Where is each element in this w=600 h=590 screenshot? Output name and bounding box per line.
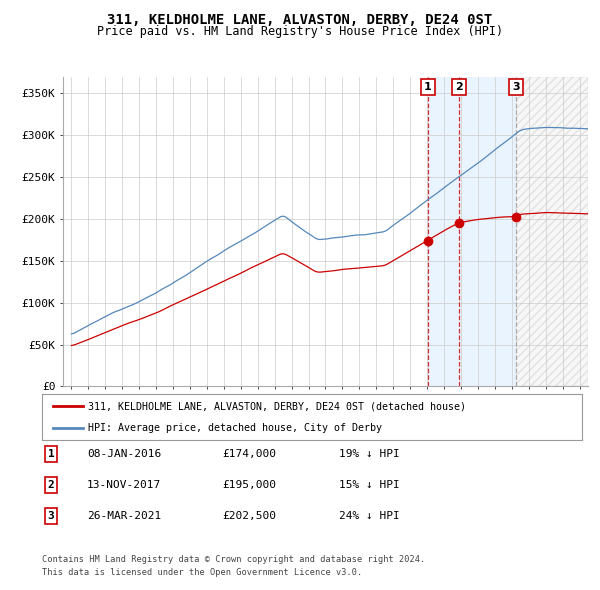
Text: £174,000: £174,000 [222,450,276,459]
Text: Price paid vs. HM Land Registry's House Price Index (HPI): Price paid vs. HM Land Registry's House … [97,25,503,38]
Text: 19% ↓ HPI: 19% ↓ HPI [339,450,400,459]
Text: 1: 1 [47,450,55,459]
Text: 1: 1 [424,82,431,92]
Text: 08-JAN-2016: 08-JAN-2016 [87,450,161,459]
Bar [428,77,459,386]
Bar [459,77,515,386]
Text: HPI: Average price, detached house, City of Derby: HPI: Average price, detached house, City… [88,423,382,433]
Text: 15% ↓ HPI: 15% ↓ HPI [339,480,400,490]
Text: 3: 3 [47,511,55,520]
Text: 26-MAR-2021: 26-MAR-2021 [87,511,161,520]
Bar [515,77,588,386]
Text: This data is licensed under the Open Government Licence v3.0.: This data is licensed under the Open Gov… [42,568,362,577]
Text: 2: 2 [455,82,463,92]
Text: 13-NOV-2017: 13-NOV-2017 [87,480,161,490]
Text: Contains HM Land Registry data © Crown copyright and database right 2024.: Contains HM Land Registry data © Crown c… [42,555,425,564]
Text: 2: 2 [47,480,55,490]
Text: 311, KELDHOLME LANE, ALVASTON, DERBY, DE24 0ST (detached house): 311, KELDHOLME LANE, ALVASTON, DERBY, DE… [88,401,466,411]
Text: 3: 3 [512,82,520,92]
Text: £202,500: £202,500 [222,511,276,520]
Text: 24% ↓ HPI: 24% ↓ HPI [339,511,400,520]
Text: 311, KELDHOLME LANE, ALVASTON, DERBY, DE24 0ST: 311, KELDHOLME LANE, ALVASTON, DERBY, DE… [107,13,493,27]
Text: £195,000: £195,000 [222,480,276,490]
